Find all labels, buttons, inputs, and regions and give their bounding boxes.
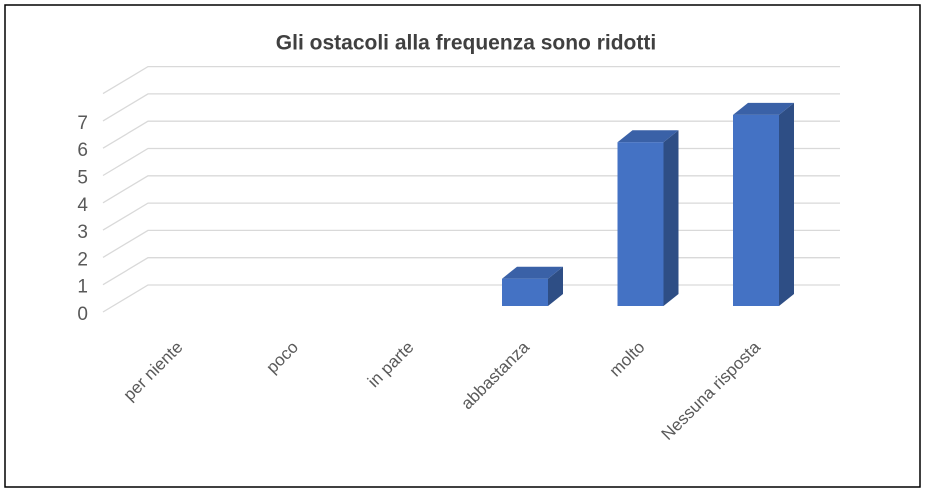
bar-top [502,266,563,279]
y-tick-label: 6 [77,140,88,161]
y-tick-label: 4 [77,195,88,216]
grid-line [102,147,840,177]
grid-line [102,229,840,258]
y-tick-label: 1 [77,277,88,298]
grid-line [102,65,840,95]
grid-line [102,93,840,122]
chart-title: Gli ostacoli alla frequenza sono ridotti [276,32,656,55]
bar [733,114,779,307]
bar-side [548,266,563,306]
grid-line [102,257,840,286]
grid-line [102,120,840,149]
bar-side [779,102,794,307]
bar-top [733,102,794,115]
bar-side [663,130,679,306]
y-tick-label: 0 [77,304,88,325]
y-tick-label: 7 [77,113,88,134]
grid-line [102,175,840,204]
grid-line [102,202,840,231]
grid-line [102,284,840,313]
y-tick-label: 5 [77,168,88,189]
y-tick-label: 3 [77,222,88,243]
bar-top [617,130,679,143]
y-tick-label: 2 [77,249,88,270]
bar [617,142,664,306]
bar [502,278,548,306]
